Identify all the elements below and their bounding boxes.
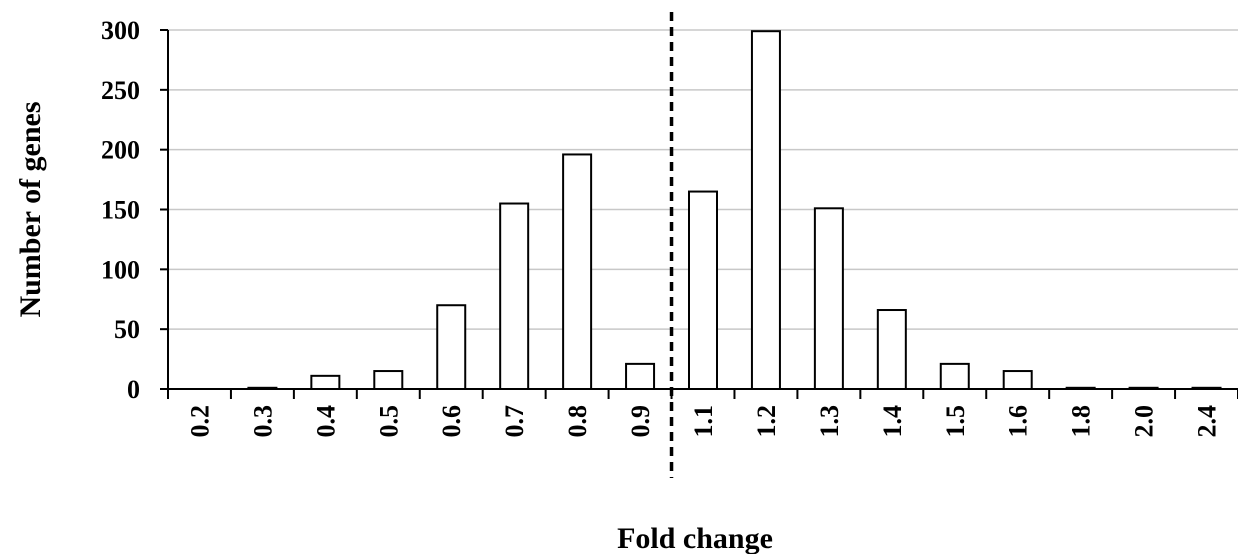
x-tick-label: 1.1 (689, 405, 718, 438)
x-tick-label: 1.6 (1004, 405, 1033, 438)
bar-0.4 (310, 374, 341, 391)
bars (247, 30, 1222, 391)
bar-0.7 (499, 202, 530, 390)
bar-0.8 (562, 153, 593, 390)
y-axis-title: Number of genes (14, 101, 47, 317)
bar-1.6 (1002, 370, 1033, 390)
y-tick-label: 100 (101, 255, 140, 284)
y-tick-label: 300 (101, 16, 140, 45)
x-tick-label: 0.3 (248, 405, 277, 438)
bar-0.5 (373, 370, 404, 390)
x-tick-labels: 0.2 0.3 0.4 0.5 0.6 0.7 0.8 0.9 1.1 1.2 1.3 1.4 1.5 1… (185, 405, 1221, 438)
y-tick-labels: 0 50 100 150 200 250 300 (101, 16, 140, 404)
x-tick-label: 0.2 (185, 405, 214, 438)
x-tick-label: 0.8 (563, 405, 592, 438)
x-tick-label: 1.4 (878, 405, 907, 438)
y-tick-label: 250 (101, 76, 140, 105)
y-tick-label: 50 (114, 315, 140, 344)
x-tick-label: 1.2 (752, 405, 781, 438)
bar-1.3 (813, 207, 844, 390)
bar-1.2 (750, 30, 781, 391)
x-tick-label: 0.5 (374, 405, 403, 438)
bar-1.5 (939, 362, 970, 390)
x-tick-label: 2.4 (1193, 405, 1222, 438)
x-axis-title: Fold change (617, 522, 773, 554)
x-tick-label: 1.5 (941, 405, 970, 438)
x-tick-label: 0.7 (500, 405, 529, 438)
bar-1.4 (876, 309, 907, 390)
bar-0.6 (436, 304, 467, 391)
bar-1.1 (688, 190, 718, 390)
x-tick-label: 1.8 (1067, 405, 1096, 438)
x-tick-label: 1.3 (815, 405, 844, 438)
x-tick-label: 0.4 (311, 405, 340, 438)
x-tick-label: 0.9 (626, 405, 655, 438)
x-tick-label: 0.6 (437, 405, 466, 438)
x-tick-label: 2.0 (1130, 405, 1159, 438)
axes (160, 29, 1238, 399)
y-tick-label: 150 (101, 196, 140, 225)
y-tick-label: 0 (127, 375, 140, 404)
bar-0.9 (625, 362, 656, 390)
y-tick-label: 200 (101, 136, 140, 165)
